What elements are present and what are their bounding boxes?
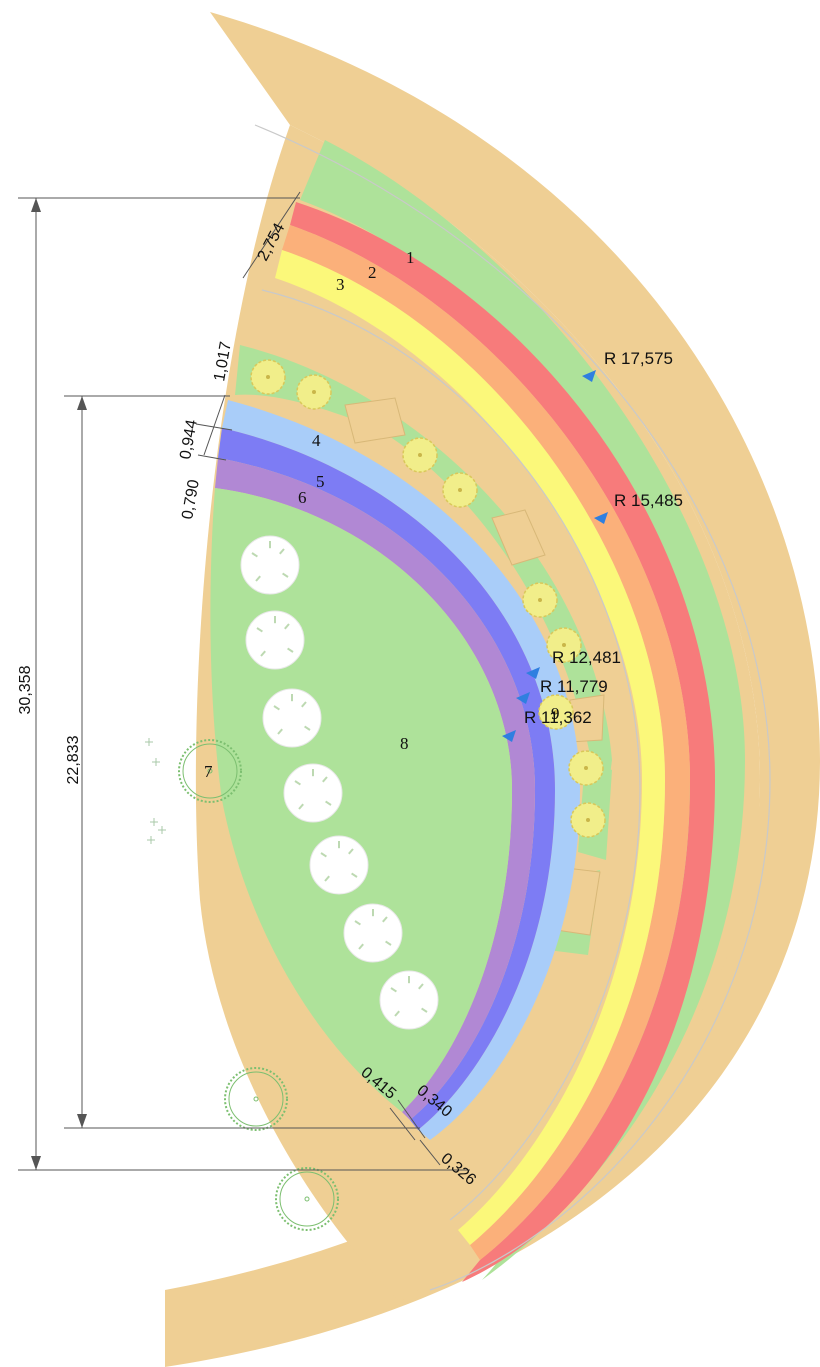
band-number-1: 1	[406, 248, 415, 267]
tree-icon	[343, 903, 403, 963]
band-number-6: 6	[298, 488, 307, 507]
conifer-icon	[178, 739, 242, 803]
tree-icon	[245, 610, 305, 670]
shrub-group	[250, 359, 606, 838]
survey-cross-marks	[145, 738, 166, 844]
shrub-icon	[402, 437, 438, 473]
band-6	[215, 458, 535, 1120]
tree-icon	[309, 835, 369, 895]
dimension-lines	[18, 191, 470, 1171]
shrub-icon	[538, 694, 574, 730]
tree-group	[240, 535, 439, 1030]
legend-number-tree: 8	[400, 734, 409, 753]
outer-path-crescent	[165, 12, 820, 1367]
shrub-icon	[296, 374, 332, 410]
band-number-4: 4	[312, 431, 321, 450]
dim-band4-width: 0,944	[177, 418, 201, 460]
radius-label-4: R 11,779	[540, 677, 608, 696]
band-3	[275, 250, 665, 1245]
dim-gap-width: 1,017	[211, 340, 235, 382]
shrub-icon	[570, 802, 606, 838]
bed-2	[491, 509, 546, 566]
guide-arc-outer	[254, 124, 771, 1291]
conifer-group	[178, 739, 339, 1231]
shrub-icon	[250, 359, 286, 395]
dim-band5-width: 0,790	[179, 478, 203, 520]
radius-arrows	[502, 370, 608, 742]
shrub-icon	[568, 750, 604, 786]
band-4	[222, 400, 580, 1140]
shrub-icon	[442, 472, 478, 508]
band-1	[290, 202, 715, 1282]
shrub-icon	[522, 582, 558, 618]
conifer-icon	[275, 1167, 339, 1231]
band-2	[282, 225, 690, 1260]
guide-arc-inner	[261, 289, 641, 1221]
band-number-5: 5	[316, 472, 325, 491]
radius-label-3: R 12,481	[552, 648, 621, 667]
tree-icon	[379, 970, 439, 1030]
legend-number-shrub: 9	[551, 704, 560, 723]
tree-icon	[262, 688, 322, 748]
shrub-icon	[546, 627, 582, 663]
radius-label-5: R 11,362	[524, 708, 592, 727]
tree-icon	[283, 763, 343, 823]
band-number-2: 2	[368, 263, 377, 282]
radius-label-1: R 17,575	[604, 349, 673, 368]
legend-number-conifer: 7	[204, 762, 213, 781]
band-5	[218, 428, 555, 1130]
bed-1	[344, 397, 406, 444]
dim-inner-total: 22,833	[65, 735, 82, 784]
tree-icon	[240, 535, 300, 595]
dim-outer-total: 30,358	[17, 665, 34, 714]
conifer-icon	[224, 1067, 288, 1131]
radius-label-2: R 15,485	[614, 491, 683, 510]
band-number-3: 3	[336, 275, 345, 294]
